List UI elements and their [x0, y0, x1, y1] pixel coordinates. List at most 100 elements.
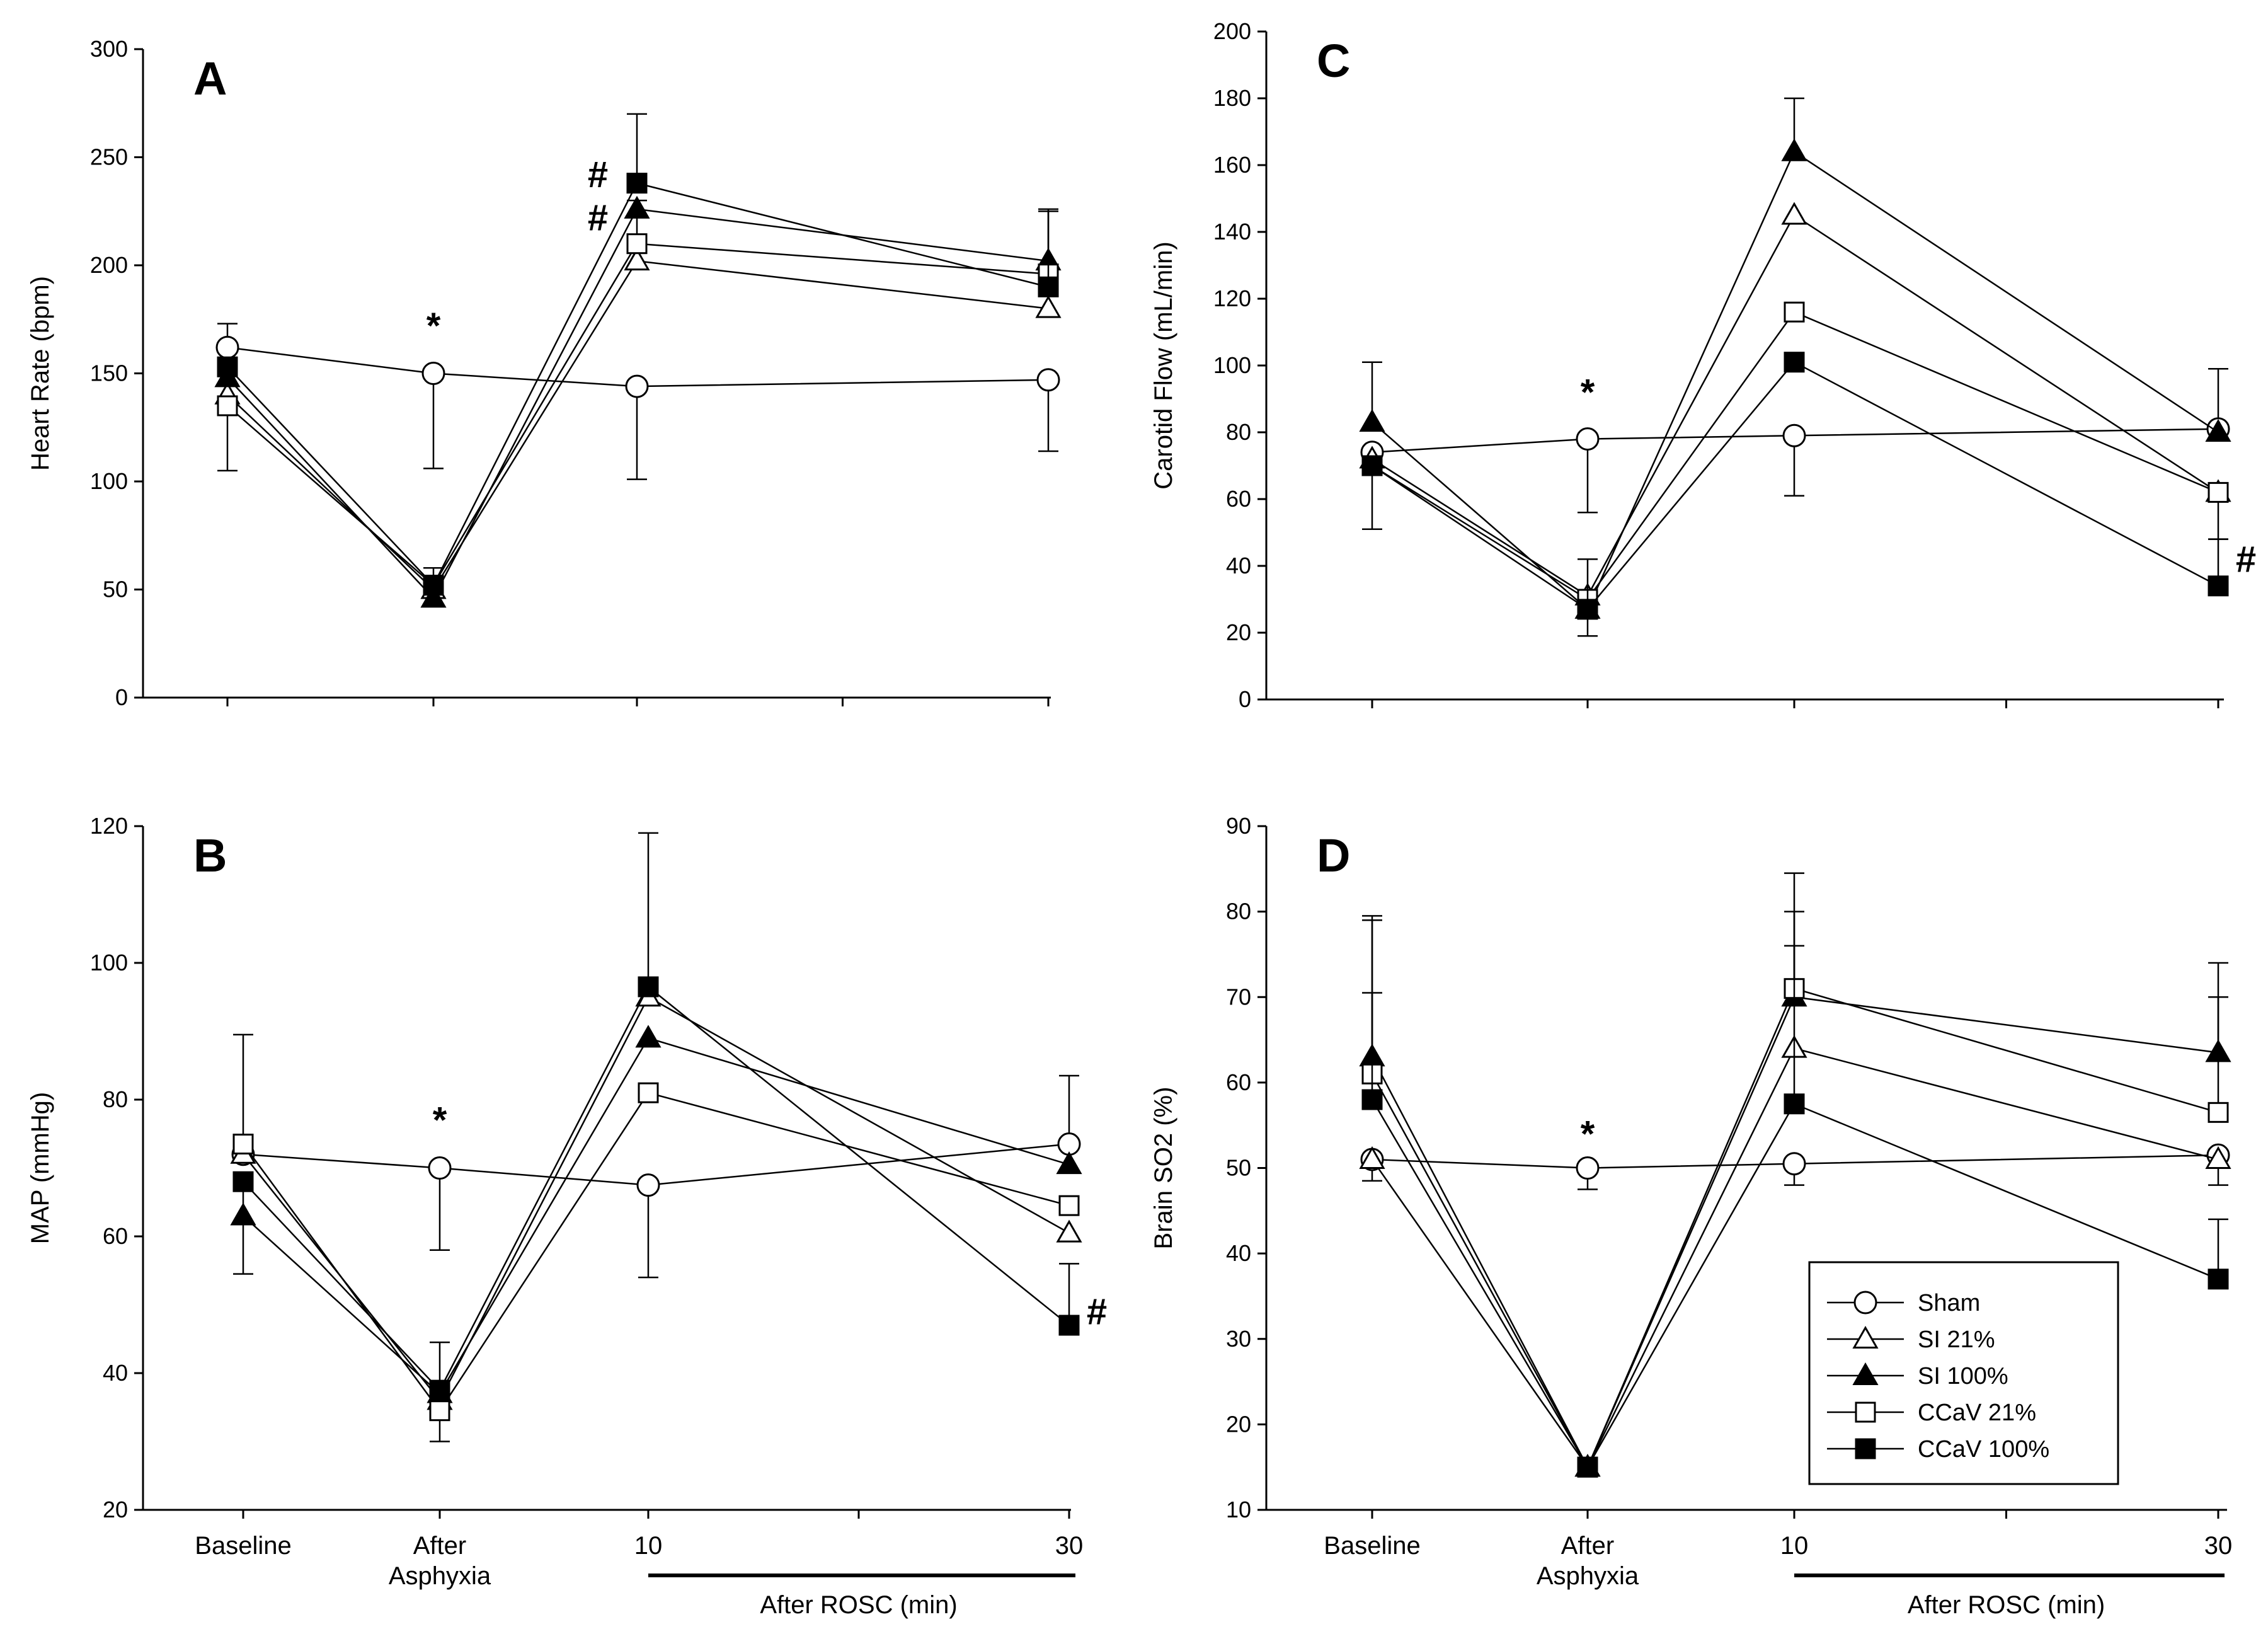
significance-hash: #	[2236, 539, 2256, 580]
data-point-si-100-10min	[635, 1025, 662, 1048]
data-point-sham-after-asphyxia	[1576, 1156, 1600, 1180]
x-category-label: 10	[634, 1532, 663, 1560]
series-line	[242, 1091, 1070, 1412]
data-point-sham-10min	[1782, 1152, 1806, 1176]
data-point-ccav-100-after-asphyxia	[1577, 599, 1598, 620]
y-tick-label: 300	[90, 36, 128, 62]
y-tick-label: 100	[90, 468, 128, 494]
legend-marker	[1855, 1438, 1876, 1459]
legend-label: CCaV 100%	[1918, 1436, 2049, 1463]
data-point-ccav-100-baseline	[232, 1171, 254, 1192]
significance-asterisk: *	[433, 1100, 447, 1141]
data-point-ccav-21-30min	[2208, 481, 2229, 503]
data-point-sham-after-asphyxia	[1576, 427, 1600, 451]
data-point-ccav-100-10min	[1784, 352, 1805, 373]
series-ccav-100	[1361, 945, 2229, 1478]
x-category-label-line: After	[1561, 1532, 1614, 1560]
y-tick-label: 50	[1226, 1155, 1251, 1181]
series-line	[227, 260, 1049, 591]
y-tick-label: 0	[115, 684, 128, 710]
series-line	[1372, 214, 2219, 597]
x-category-label-line: 10	[1780, 1532, 1809, 1560]
data-point-ccav-100-after-asphyxia	[423, 575, 444, 596]
series-line	[1371, 1047, 2219, 1469]
x-category-label: 30	[1055, 1532, 1084, 1560]
y-tick-label: 40	[1226, 553, 1251, 578]
x-category-label: After Asphyxia	[1537, 1532, 1639, 1590]
data-point-ccav-21-10min	[1784, 301, 1805, 323]
y-tick-label: 20	[103, 1497, 128, 1522]
y-tick-label: 30	[1226, 1326, 1251, 1352]
legend-label: SI 100%	[1918, 1363, 2008, 1389]
y-axis-title: Heart Rate (bpm)	[26, 276, 54, 471]
data-point-si-100-30min	[2205, 418, 2231, 442]
y-tick-label: 180	[1213, 85, 1251, 111]
significance-hash: #	[588, 198, 608, 239]
significance-asterisk: *	[427, 306, 441, 347]
series-line	[243, 1143, 1070, 1186]
series-line	[227, 347, 1049, 388]
data-point-si-21-30min	[2205, 1146, 2231, 1169]
data-point-si-21-10min	[624, 248, 650, 271]
data-point-ccav-100-10min	[1784, 1093, 1805, 1115]
data-point-sham-after-asphyxia	[421, 362, 445, 385]
series-line	[1372, 361, 2219, 611]
data-point-si-100-after-asphyxia	[420, 585, 447, 608]
y-axis-title: Brain SO2 (%)	[1150, 1087, 1177, 1250]
data-point-ccav-21-10min	[626, 233, 648, 255]
x-category-label-line: Baseline	[195, 1532, 291, 1560]
y-tick-label: 20	[1226, 1411, 1251, 1437]
y-tick-label: 80	[103, 1086, 128, 1112]
y-tick-label: 140	[1213, 219, 1251, 245]
panel-a: 0 50 100 150 200 250 300 Heart Rate (bpm) A * ##	[26, 36, 1062, 710]
data-point-ccav-100-baseline	[217, 356, 238, 377]
x-category-label: 10	[1780, 1532, 1809, 1560]
data-point-sham-10min	[625, 374, 649, 398]
y-tick-label: 70	[1226, 984, 1251, 1010]
data-point-sham-10min	[636, 1173, 660, 1197]
legend-marker	[1852, 1362, 1879, 1385]
x-category-label: After Asphyxia	[389, 1532, 491, 1590]
data-point-ccav-21-10min	[638, 1082, 659, 1103]
y-tick-label: 200	[90, 252, 128, 278]
data-point-si-21-10min	[1781, 202, 1807, 225]
series-ccav-100	[1361, 352, 2229, 620]
significance-asterisk: *	[1581, 372, 1595, 413]
panel-label: B	[193, 829, 227, 882]
y-tick-label: 150	[90, 360, 128, 386]
rosc-bracket-label: After ROSC (min)	[1908, 1591, 2105, 1619]
y-tick-label: 40	[1226, 1240, 1251, 1266]
data-point-ccav-100-30min	[1038, 276, 1059, 297]
data-point-sham-baseline	[215, 335, 239, 359]
panel-label: A	[193, 52, 227, 105]
series-line	[1372, 311, 2219, 601]
data-point-si-21-baseline	[1359, 1146, 1385, 1169]
series-line	[1372, 1154, 2219, 1169]
series-line	[243, 1037, 1070, 1395]
series-sham	[231, 1074, 1081, 1279]
x-category-labels-b: Baseline After Asphyxia 10 30 After ROSC (min…	[195, 1532, 1083, 1619]
series-sham	[1360, 1143, 2230, 1190]
significance-asterisk: *	[1581, 1113, 1595, 1154]
series-line	[1371, 1099, 2219, 1469]
data-point-ccav-21-after-asphyxia	[429, 1400, 450, 1422]
panel-b: 20 40 60 80 100 120 MAP (mmHg) B * #	[26, 813, 1107, 1522]
data-point-si-21-30min	[1056, 1219, 1082, 1243]
legend-label: SI 21%	[1918, 1326, 1995, 1353]
data-point-ccav-100-baseline	[1361, 455, 1383, 476]
legend-label: CCaV 21%	[1918, 1400, 2036, 1426]
data-point-ccav-100-after-asphyxia	[1577, 1456, 1598, 1478]
y-tick-label: 160	[1213, 152, 1251, 178]
x-category-label-line: Asphyxia	[1537, 1562, 1639, 1590]
data-point-ccav-100-after-asphyxia	[429, 1379, 450, 1401]
legend-entry-si-21: SI 21%	[1827, 1325, 1995, 1353]
data-point-ccav-100-10min	[626, 173, 648, 194]
data-point-si-100-30min	[1056, 1151, 1082, 1175]
data-point-ccav-100-30min	[1058, 1315, 1080, 1336]
legend-marker	[1853, 1291, 1877, 1315]
y-tick-label: 10	[1226, 1497, 1251, 1522]
significance-hash: #	[588, 154, 608, 195]
data-point-ccav-100-30min	[2208, 1269, 2229, 1290]
y-tick-label: 80	[1226, 899, 1251, 924]
